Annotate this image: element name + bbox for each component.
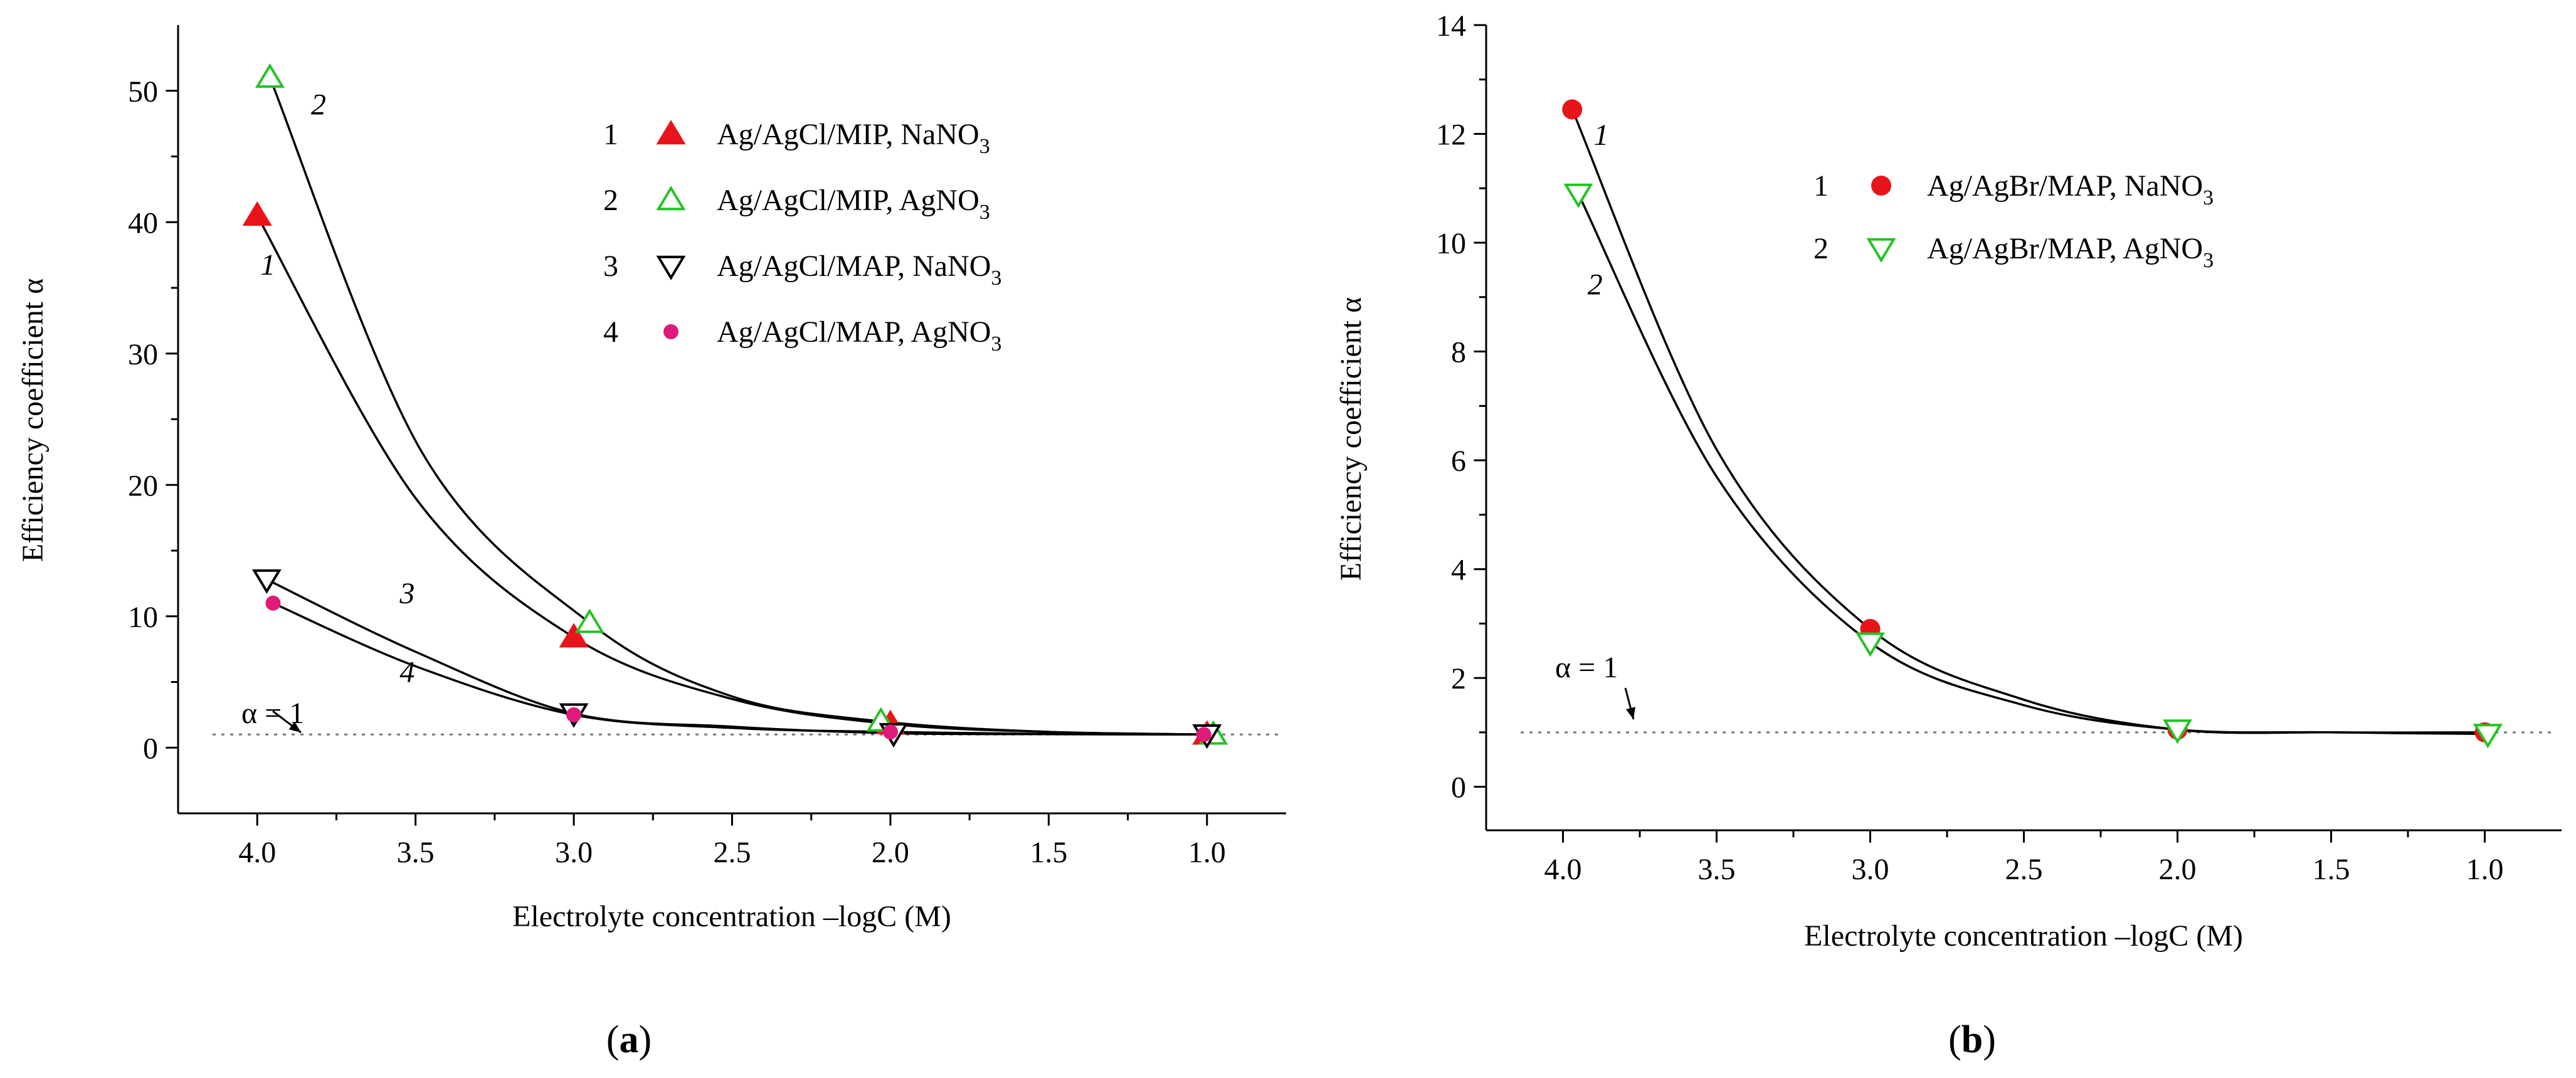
y-tick-label: 8	[1451, 336, 1466, 369]
legend-marker	[656, 255, 686, 280]
y-tick-label: 4	[1451, 554, 1466, 587]
x-tick-label: 3.0	[555, 836, 593, 869]
x-tick-label: 4.0	[238, 836, 276, 869]
point-series-2	[1855, 632, 1885, 657]
y-tick-label: 20	[128, 469, 158, 502]
x-tick-label: 2.5	[714, 836, 751, 869]
legend-label: Ag/AgBr/MAP, NaNO3	[1927, 169, 2214, 209]
y-axis-label: Efficiency coefficient α	[1334, 297, 1368, 581]
y-tick-label: 10	[128, 601, 158, 634]
curve-label-2: 2	[311, 88, 326, 121]
point-series-1	[1562, 99, 1583, 120]
legend-number: 1	[1813, 169, 1829, 203]
x-tick-label: 2.0	[872, 836, 909, 869]
x-tick-label: 2.5	[2005, 853, 2043, 886]
y-tick-label: 10	[1436, 227, 1466, 260]
legend-label: Ag/AgCl/MAP, AgNO3	[717, 315, 1001, 356]
legend-marker	[663, 324, 678, 339]
y-tick-label: 6	[1451, 445, 1466, 478]
curve-label-3: 3	[399, 577, 414, 610]
point-series-4	[566, 707, 582, 722]
point-series-4	[882, 724, 898, 740]
point-series-2	[255, 63, 285, 88]
x-tick-label: 4.0	[1544, 853, 1582, 886]
point-series-2	[574, 608, 604, 633]
y-tick-label: 12	[1436, 119, 1466, 152]
point-series-1	[242, 201, 272, 226]
y-tick-label: 0	[1451, 771, 1466, 805]
y-tick-label: 2	[1451, 662, 1466, 695]
legend-marker	[656, 120, 686, 145]
x-axis-label: Electrolyte concentration –logC (M)	[1804, 919, 2243, 953]
curve-label-4: 4	[399, 656, 414, 689]
panel-b: 4.0 3.5 3.0 2.5 2.0 1.5 1.002468101214Electrol…	[1334, 9, 2562, 1061]
legend-label: Ag/AgCl/MAP, NaNO3	[717, 250, 1001, 290]
y-tick-label: 14	[1436, 9, 1466, 43]
point-series-4	[265, 595, 281, 611]
y-tick-label: 30	[128, 338, 158, 371]
point-series-2	[2163, 719, 2192, 744]
x-tick-label: 2.0	[2159, 853, 2197, 886]
y-tick-label: 0	[143, 732, 158, 765]
panel-label: (a)	[606, 1018, 652, 1061]
legend-number: 2	[1813, 232, 1829, 265]
curve-2	[1577, 193, 2488, 736]
curve-2	[268, 77, 1213, 736]
point-series-2	[1563, 183, 1593, 208]
curve-1	[256, 214, 1207, 736]
point-series-3	[251, 569, 282, 594]
legend-label: Ag/AgCl/MIP, AgNO3	[717, 184, 990, 224]
legend-number: 2	[603, 184, 618, 217]
reference-line-label: α = 1	[1555, 651, 1618, 684]
x-tick-label: 3.0	[1852, 853, 1889, 886]
legend-marker	[656, 186, 686, 211]
y-tick-label: 40	[128, 206, 158, 240]
legend-marker	[1866, 238, 1896, 263]
point-series-4	[1196, 727, 1211, 742]
x-tick-label: 3.5	[397, 836, 435, 869]
point-series-1	[559, 623, 589, 648]
curve-1	[1571, 108, 2485, 734]
x-tick-label: 1.5	[1030, 836, 1067, 869]
curve-4	[272, 602, 1204, 736]
x-tick-label: 3.5	[1698, 853, 1736, 886]
legend-number: 1	[603, 118, 618, 151]
curve-label-1: 1	[1594, 119, 1609, 152]
panel-a: 4.0 3.5 3.0 2.5 2.0 1.5 1.0 0 10 20 30 40 50 Electrol…	[16, 25, 1286, 1061]
reference-arrow-head	[288, 721, 301, 732]
legend-label: Ag/AgCl/MIP, NaNO3	[717, 118, 990, 158]
y-tick-label: 50	[128, 75, 158, 108]
curve-label-1: 1	[260, 248, 275, 282]
y-axis-label: Efficiency coefficient α	[16, 278, 50, 562]
legend-number: 3	[603, 250, 618, 283]
x-tick-label: 1.0	[2466, 853, 2504, 886]
x-axis-label: Electrolyte concentration –logC (M)	[512, 900, 951, 933]
curve-label-2: 2	[1588, 268, 1603, 301]
reference-arrow-head	[1625, 707, 1635, 719]
legend-marker	[1871, 176, 1891, 196]
legend-label: Ag/AgBr/MAP, AgNO3	[1927, 232, 2214, 272]
x-tick-label: 1.0	[1188, 836, 1226, 869]
legend-number: 4	[603, 315, 618, 349]
x-tick-label: 1.5	[2313, 853, 2350, 886]
point-series-2	[2473, 724, 2503, 749]
panel-label: (b)	[1948, 1018, 1996, 1061]
